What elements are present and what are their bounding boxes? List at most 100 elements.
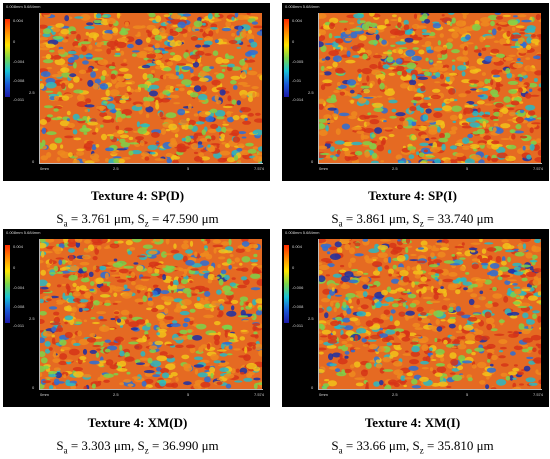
y-axis-line [39,239,40,390]
surface-texture-image [40,239,262,389]
colorbar-label: 0.004 [13,244,24,249]
colorbar-label: 0.004 [13,18,24,23]
panel-header-text: 0.008mm 5.684mm [6,230,41,235]
x-tick-label: 0mm [40,166,49,171]
colorbar-label: 0 [13,265,16,270]
colorbar [5,245,10,323]
colorbar-label: -0.011 [13,323,25,328]
sz-symbol: S [412,211,420,226]
colorbar-label: -0.008 [13,304,25,309]
sz-value: = 47.590 μm [148,211,219,226]
y-tick-label: 2.5 [308,90,314,95]
x-tick-label: 5 [187,166,190,171]
x-tick-label: 5 [466,392,469,397]
surface-panel-sp-d: 0.008mm 5.684mm 0.004 0 -0.004 -0.008 -0… [3,3,270,181]
y-tick-label: 2.5 [29,90,35,95]
sz-symbol: S [412,438,420,453]
x-tick-label: 0mm [40,392,49,397]
sa-value: = 3.303 μm, [67,438,138,453]
colorbar [284,245,289,323]
sa-subscript: a [338,445,343,456]
colorbar-label: -0.011 [292,323,304,328]
surface-panel-xm-d: 0.008mm 5.684mm 0.004 0 -0.004 -0.008 -0… [3,229,270,407]
surface-height-map [319,239,541,389]
surface-texture-image [319,13,541,163]
surface-texture-image [40,13,262,163]
colorbar-label: 0 [292,265,295,270]
x-axis-line [39,389,263,390]
x-tick-label: 2.5 [392,166,398,171]
x-tick-label: 0mm [319,166,328,171]
y-tick-label: 0 [32,385,35,390]
panel-header-text: 0.008mm 5.684mm [285,4,320,9]
y-tick-label: 0 [311,385,314,390]
sz-symbol: S [137,438,145,453]
x-tick-label: 2.5 [113,166,119,171]
colorbar-label: 0 [292,39,295,44]
y-tick-label: 2.5 [29,316,35,321]
sa-value: = 3.861 μm, [342,211,413,226]
x-axis-line [318,389,542,390]
x-tick-label: 5 [187,392,190,397]
caption-xm-i: Texture 4: XM(I) Sa = 33.66 μm, Sz = 35.… [275,415,550,456]
x-tick-label: 7.574 [533,166,544,171]
x-axis-line [318,163,542,164]
y-tick-label: 0 [311,159,314,164]
sa-symbol: S [56,211,64,226]
sa-value: = 33.66 μm, [342,438,413,453]
sz-value: = 33.740 μm [423,211,494,226]
x-tick-label: 5 [466,166,469,171]
y-axis-line [318,13,319,164]
x-tick-label: 0mm [319,392,328,397]
sa-subscript: a [63,218,68,229]
sz-subscript: z [144,445,149,456]
sz-value: = 36.990 μm [148,438,219,453]
surface-height-map [40,13,262,163]
surface-height-map [40,239,262,389]
colorbar [284,19,289,97]
x-tick-label: 7.574 [254,166,265,171]
roughness-stats: Sa = 33.66 μm, Sz = 35.810 μm [275,438,550,456]
colorbar-label: 0.004 [292,244,303,249]
y-tick-label: 2.5 [308,316,314,321]
surface-panel-sp-i: 0.008mm 5.684mm 0.004 0 -0.005 -0.01 -0.… [282,3,549,181]
x-tick-label: 7.574 [533,392,544,397]
sz-subscript: z [419,445,424,456]
surface-texture-image [319,239,541,389]
colorbar-label: 0 [13,39,16,44]
colorbar-label: -0.006 [292,285,304,290]
sz-symbol: S [137,211,145,226]
y-tick-label: 0 [32,159,35,164]
caption-sp-d: Texture 4: SP(D) Sa = 3.761 μm, Sz = 47.… [0,188,275,229]
colorbar-label: -0.01 [292,78,302,83]
colorbar-label: -0.011 [13,97,25,102]
colorbar-label: 0.004 [292,18,303,23]
colorbar-label: -0.004 [13,285,25,290]
colorbar [5,19,10,97]
colorbar-label: -0.004 [13,59,25,64]
sa-subscript: a [63,445,68,456]
sz-subscript: z [419,218,424,229]
x-axis-line [39,163,263,164]
panel-title: Texture 4: XM(I) [364,415,461,430]
sa-subscript: a [338,218,343,229]
x-tick-label: 7.574 [254,392,265,397]
caption-xm-d: Texture 4: XM(D) Sa = 3.303 μm, Sz = 36.… [0,415,275,456]
sa-symbol: S [331,211,339,226]
panel-header-text: 0.008mm 5.684mm [285,230,320,235]
caption-sp-i: Texture 4: SP(I) Sa = 3.861 μm, Sz = 33.… [275,188,550,229]
sa-value: = 3.761 μm, [67,211,138,226]
colorbar-label: -0.008 [292,304,304,309]
roughness-stats: Sa = 3.861 μm, Sz = 33.740 μm [275,211,550,229]
y-axis-line [318,239,319,390]
roughness-stats: Sa = 3.303 μm, Sz = 36.990 μm [0,438,275,456]
panel-title: Texture 4: SP(D) [90,188,185,203]
x-tick-label: 2.5 [392,392,398,397]
colorbar-label: -0.005 [292,59,304,64]
x-tick-label: 2.5 [113,392,119,397]
panel-header-text: 0.008mm 5.684mm [6,4,41,9]
surface-height-map [319,13,541,163]
surface-panel-xm-i: 0.008mm 5.684mm 0.004 0 -0.006 -0.008 -0… [282,229,549,407]
panel-title: Texture 4: XM(D) [87,415,188,430]
sa-symbol: S [331,438,339,453]
